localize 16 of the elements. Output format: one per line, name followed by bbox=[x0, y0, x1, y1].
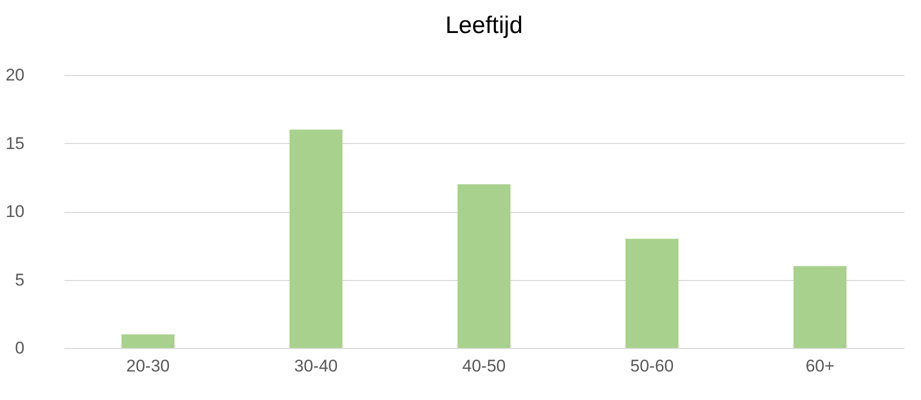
x-tick-label: 50-60 bbox=[630, 356, 674, 376]
bar bbox=[794, 266, 846, 348]
y-tick-label: 15 bbox=[6, 134, 24, 153]
x-tick-label: 20-30 bbox=[126, 356, 170, 376]
bar bbox=[122, 334, 174, 348]
y-tick-label: 10 bbox=[6, 202, 24, 221]
bar bbox=[290, 130, 342, 348]
y-tick-label: 20 bbox=[6, 66, 24, 84]
bar bbox=[626, 238, 678, 348]
x-tick-label: 40-50 bbox=[462, 356, 506, 376]
y-tick-label: 0 bbox=[15, 338, 24, 358]
chart-title: Leeftijd bbox=[445, 12, 523, 39]
bar bbox=[458, 184, 510, 348]
y-tick-label: 5 bbox=[15, 270, 24, 290]
x-tick-label: 60+ bbox=[806, 356, 834, 376]
x-tick-label: 30-40 bbox=[294, 356, 338, 376]
